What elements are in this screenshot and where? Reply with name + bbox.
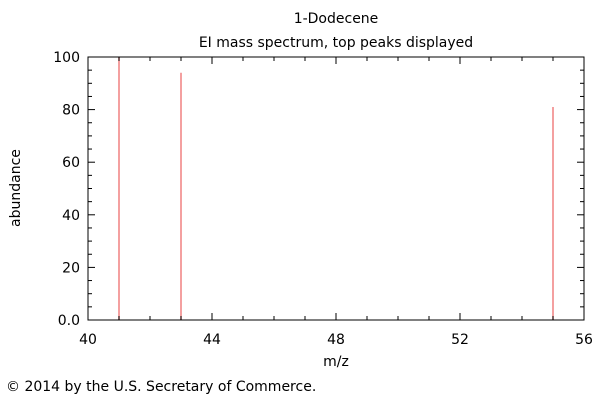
copyright-notice: © 2014 by the U.S. Secretary of Commerce… xyxy=(6,379,317,395)
x-tick-label: 52 xyxy=(451,332,469,348)
y-axis-label: abundance xyxy=(8,149,24,227)
y-tick-label: 0.0 xyxy=(58,313,80,329)
y-tick-label: 60 xyxy=(62,155,80,171)
x-tick-label: 40 xyxy=(79,332,97,348)
plot-frame xyxy=(87,56,585,321)
chart-subtitle: EI mass spectrum, top peaks displayed xyxy=(199,35,473,51)
y-tick-label: 100 xyxy=(53,50,80,66)
y-tick-label: 40 xyxy=(62,208,80,224)
y-tick-label: 20 xyxy=(62,260,80,276)
mass-spectrum-chart: 1-Dodecene EI mass spectrum, top peaks d… xyxy=(8,11,593,370)
peak-series xyxy=(118,57,554,320)
y-tick-label: 80 xyxy=(62,103,80,119)
axis-ticks: 40 44 48 52 56 0.0 20 40 60 80 100 xyxy=(53,50,593,348)
x-tick-label: 56 xyxy=(575,332,593,348)
x-tick-label: 48 xyxy=(327,332,345,348)
chart-title: 1-Dodecene xyxy=(294,11,379,27)
x-tick-label: 44 xyxy=(203,332,221,348)
x-axis-label: m/z xyxy=(323,354,349,370)
